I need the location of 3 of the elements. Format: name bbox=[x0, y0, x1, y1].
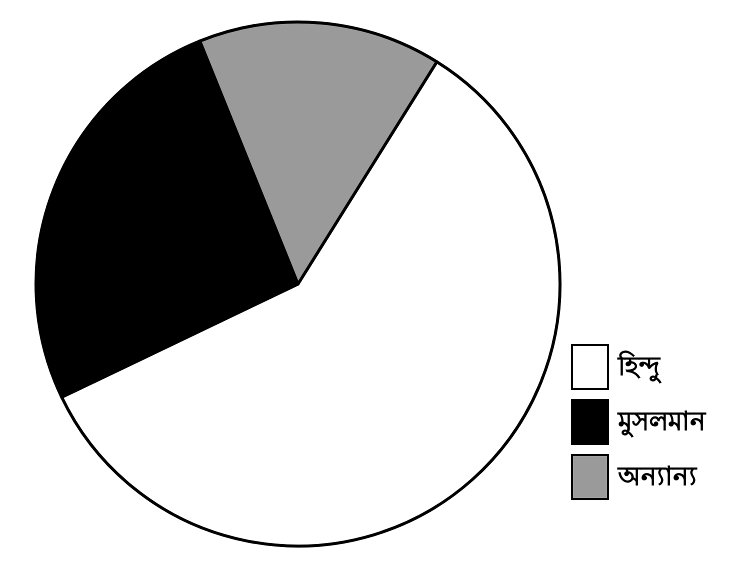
legend-label: হিন্দু bbox=[617, 350, 662, 384]
legend-label: মুসলমান bbox=[617, 407, 707, 438]
legend-label: অন্যান্য bbox=[617, 462, 698, 492]
